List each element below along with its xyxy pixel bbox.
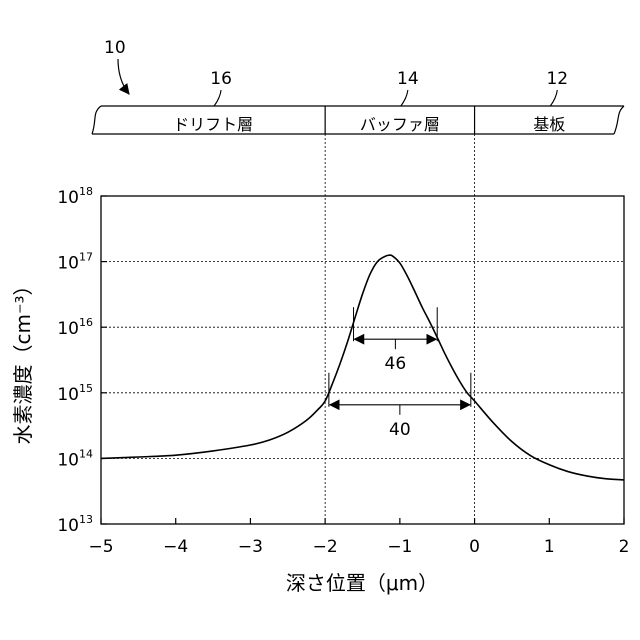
y-tick-label: 1015 <box>57 382 93 405</box>
y-tick-label: 1013 <box>57 513 93 536</box>
x-tick-label: −4 <box>163 537 188 557</box>
grid-lines <box>101 134 624 524</box>
plot-area: −5 −4 −3 −2 −1 0 1 2 1013 1014 1015 1016 1017 1018 46… <box>57 134 629 557</box>
x-axis-title: 深さ位置（μm） <box>286 571 438 595</box>
axis-ticks: −5 −4 −3 −2 −1 0 1 2 1013 1014 1015 1016 1017 1018 <box>57 185 629 557</box>
layer-label: ドリフト層 <box>173 115 253 134</box>
y-axis-title: 水素濃度（cm⁻³） <box>11 275 35 444</box>
layer-label: 基板 <box>533 115 565 134</box>
x-tick-label: −5 <box>88 537 113 557</box>
x-tick-label: 2 <box>619 537 630 557</box>
layer-items: ドリフト層 16 バッファ層 14 基板 12 <box>173 69 568 134</box>
ref-arrow-main <box>118 59 129 94</box>
y-tick-label: 1017 <box>57 251 93 274</box>
y-tick-label: 1014 <box>57 447 93 470</box>
x-tick-label: −2 <box>313 537 338 557</box>
annotation-label: 40 <box>389 420 411 440</box>
hydrogen-concentration-curve <box>101 255 624 480</box>
x-tick-label: 0 <box>469 537 480 557</box>
ref-label-main: 10 <box>104 38 126 58</box>
y-tick-label: 1016 <box>57 316 93 339</box>
x-tick-label: −1 <box>387 537 412 557</box>
x-tick-label: −3 <box>238 537 263 557</box>
layer-ref-number: 16 <box>210 69 232 89</box>
layer-ref-leader <box>214 90 221 106</box>
layer-strip-right-wavy-edge <box>614 106 624 134</box>
layer-ref-leader <box>550 90 557 106</box>
plot-frame <box>101 196 624 524</box>
y-tick-label: 1018 <box>57 185 93 208</box>
layer-label: バッファ層 <box>360 115 440 134</box>
layer-ref-leader <box>401 90 408 106</box>
layer-strip-left-wavy-edge <box>92 106 101 134</box>
annotation-label: 46 <box>385 354 407 374</box>
layer-ref-number: 14 <box>397 69 419 89</box>
x-tick-label: 1 <box>544 537 555 557</box>
layer-strip: ドリフト層 16 バッファ層 14 基板 12 <box>92 69 624 134</box>
layer-ref-number: 12 <box>546 69 568 89</box>
